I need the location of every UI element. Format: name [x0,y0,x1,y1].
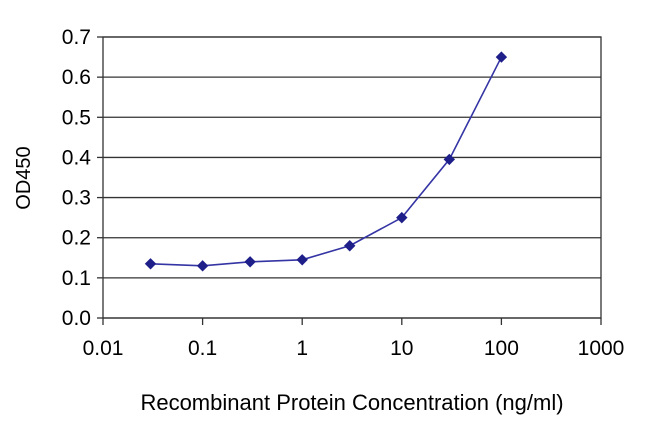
data-point-marker [495,51,508,63]
data-point-marker [244,256,256,268]
y-tick-label: 0.0 [62,307,91,330]
data-point-marker [296,254,308,266]
y-tick-label: 0.1 [62,267,91,290]
plot-area: 0.0 0.1 0.2 0.3 0.4 0.5 0.6 0.7 0.01 0.1 1 10 100 100… [62,26,625,360]
y-tick-label: 0.3 [62,187,91,210]
y-tick-label: 0.6 [62,66,91,89]
y-tick-label: 0.7 [62,26,91,49]
y-tick-label: 0.4 [62,146,92,169]
plot-border [102,36,602,319]
data-point-marker [443,153,456,166]
x-axis-label: Recombinant Protein Concentration (ng/ml… [140,390,563,415]
x-tick-label: 1000 [578,337,625,360]
x-tick-label: 1 [296,337,308,360]
y-axis-label: OD450 [13,146,35,209]
series-line [150,56,503,267]
x-tick-label: 10 [390,337,413,360]
y-tick-label: 0.5 [62,106,91,129]
data-point-marker [344,240,356,252]
x-tick-label: 100 [484,337,519,360]
data-point-marker [396,211,408,224]
x-tick-label: 0.1 [188,337,217,360]
x-tick-label: 0.01 [83,337,124,360]
data-point-marker [196,260,209,272]
data-point-marker [144,258,157,270]
y-tick-label: 0.2 [62,227,91,250]
